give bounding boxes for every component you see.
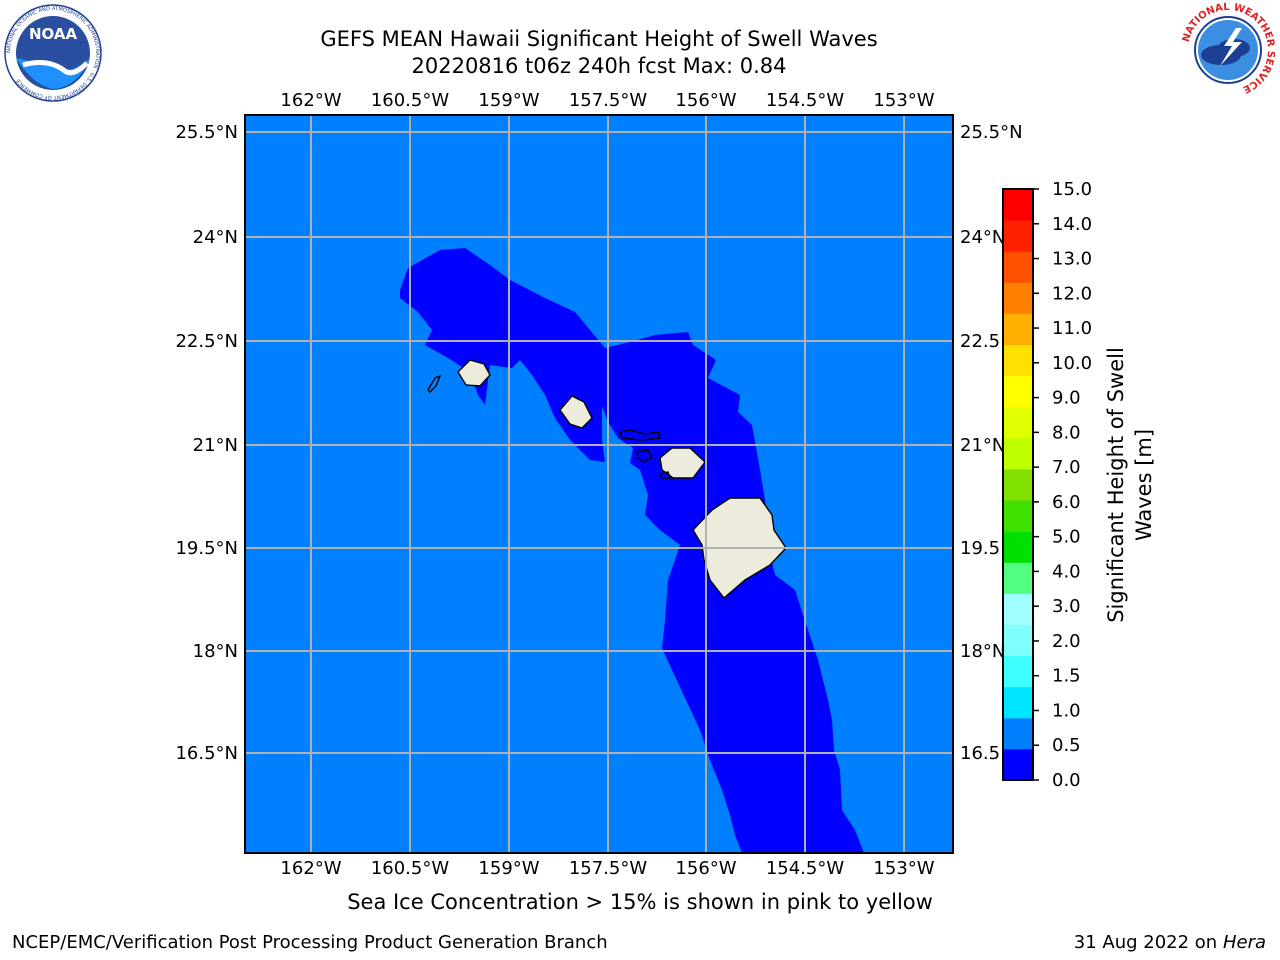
lon-tick-label: 156°W: [675, 858, 736, 879]
colorbar-tick-label: 8.0: [1052, 422, 1081, 443]
lat-tick-label: 22.5°N: [175, 331, 238, 352]
colorbar-swatch: [1003, 344, 1033, 377]
island-kauai: [457, 359, 491, 387]
lon-tick-label: 153°W: [873, 858, 934, 879]
footer-credit: NCEP/EMC/Verification Post Processing Pr…: [12, 932, 608, 953]
colorbar-swatch: [1003, 251, 1033, 283]
colorbar-swatch: [1003, 406, 1033, 439]
swell-band-0-0.5: [400, 248, 864, 853]
footer-host: Hera: [1222, 932, 1266, 953]
lon-tick-label: 154.5°W: [766, 90, 845, 111]
colorbar-tick-label: 7.0: [1052, 457, 1081, 478]
colorbar-tick-label: 13.0: [1052, 249, 1092, 270]
lon-tick-label: 153°W: [873, 90, 934, 111]
footer-date: 31 Aug 2022 on Hera: [1073, 932, 1266, 953]
noaa-logo-text: NOAA: [29, 25, 78, 43]
colorbar-swatch: [1003, 593, 1033, 625]
colorbar-tick-label: 12.0: [1052, 283, 1092, 304]
colorbar-swatch: [1003, 655, 1033, 688]
lon-tick-label: 159°W: [478, 90, 539, 111]
lon-tick-label: 159°W: [478, 858, 539, 879]
lat-tick-label: 19.5°N: [175, 538, 238, 559]
colorbar-tick-label: 0.0: [1052, 770, 1081, 791]
lon-tick-label: 162°W: [280, 858, 341, 879]
colorbar-swatch: [1003, 189, 1033, 221]
colorbar-swatch: [1003, 313, 1033, 346]
colorbar-swatch: [1003, 220, 1033, 252]
lat-tick-label: 18°N: [960, 641, 1005, 662]
lon-tick-label: 160.5°W: [371, 90, 450, 111]
island-maui: [659, 447, 706, 479]
ocean-region-0.5-1.0: [245, 115, 953, 853]
colorbar-swatch: [1003, 624, 1033, 657]
colorbar-tick-label: 10.0: [1052, 353, 1092, 374]
colorbar-tick-label: 11.0: [1052, 318, 1092, 339]
colorbar-swatch: [1003, 531, 1033, 563]
colorbar-swatch: [1003, 717, 1033, 750]
map-frame: [244, 114, 954, 854]
colorbar-tick-label: 15.0: [1052, 179, 1092, 200]
noaa-logo: NOAA NATIONAL OCEANIC AND ATMOSPHERIC AD…: [4, 4, 102, 102]
lat-tick-label: 18°N: [193, 641, 238, 662]
colorbar-swatch: [1003, 282, 1033, 314]
island-niihau: [427, 374, 442, 393]
map-title: GEFS MEAN Hawaii Significant Height of S…: [320, 27, 878, 51]
colorbar-tick-label: 1.0: [1052, 700, 1081, 721]
lon-tick-label: 154.5°W: [766, 858, 845, 879]
lon-tick-label: 160.5°W: [371, 858, 450, 879]
lat-tick-label: 24°N: [193, 227, 238, 248]
lon-tick-label: 156°W: [675, 90, 736, 111]
island-kahoolawe: [658, 471, 671, 479]
colorbar-swatch: [1003, 437, 1033, 470]
lon-labels-bottom: 162°W 160.5°W 159°W 157.5°W 156°W 154.5°W 153°…: [280, 858, 934, 879]
lon-tick-label: 157.5°W: [569, 90, 648, 111]
colorbar-tick-label: 3.0: [1052, 596, 1081, 617]
island-oahu: [559, 395, 593, 429]
colorbar-swatch: [1003, 686, 1033, 719]
colorbar-swatch: [1003, 500, 1033, 532]
nws-logo: NATIONAL WEATHER SERVICE: [1181, 2, 1276, 96]
colorbar-tick-label: 0.5: [1052, 735, 1081, 756]
lat-tick-label: 16.5°N: [175, 743, 238, 764]
island-lanai: [636, 449, 653, 463]
island-molokai: [619, 429, 661, 441]
lat-tick-label: 24°N: [960, 227, 1005, 248]
colorbar-tick-label: 14.0: [1052, 214, 1092, 235]
lon-tick-label: 162°W: [280, 90, 341, 111]
colorbar-frame: [1002, 188, 1034, 781]
sea-ice-caption: Sea Ice Concentration > 15% is shown in …: [347, 890, 933, 914]
colorbar-swatch: [1003, 468, 1033, 501]
colorbar-tick-label: 1.5: [1052, 666, 1081, 687]
colorbar-tick-label: 4.0: [1052, 561, 1081, 582]
colorbar-label-line1: Significant Height of Swell: [1104, 347, 1128, 623]
colorbar: 0.0 0.5 1.0 1.5 2.0 3.0 4.0 5.0 6.0 7.0 8.0 9.0 10.0…: [1002, 179, 1092, 791]
colorbar-tick-label: 9.0: [1052, 388, 1081, 409]
lat-tick-label: 25.5°N: [175, 122, 238, 143]
lat-tick-label: 25.5°N: [960, 122, 1023, 143]
colorbar-swatch: [1003, 562, 1033, 594]
lat-tick-label: 21°N: [193, 435, 238, 456]
colorbar-swatch: [1003, 748, 1033, 781]
lat-labels-left: 25.5°N 24°N 22.5°N 21°N 19.5°N 18°N 16.5°N: [175, 122, 238, 764]
colorbar-tick-label: 2.0: [1052, 631, 1081, 652]
colorbar-label-line2: Waves [m]: [1132, 429, 1156, 541]
colorbar-tick-label: 5.0: [1052, 527, 1081, 548]
colorbar-tick-label: 6.0: [1052, 492, 1081, 513]
lon-tick-label: 157.5°W: [569, 858, 648, 879]
map-panel: [244, 114, 954, 854]
lon-labels-top: 162°W 160.5°W 159°W 157.5°W 156°W 154.5°W 153°…: [280, 90, 934, 111]
map-subtitle: 20220816 t06z 240h fcst Max: 0.84: [411, 54, 787, 78]
graticule: [245, 115, 953, 853]
colorbar-swatch: [1003, 375, 1033, 408]
lat-tick-label: 21°N: [960, 435, 1005, 456]
